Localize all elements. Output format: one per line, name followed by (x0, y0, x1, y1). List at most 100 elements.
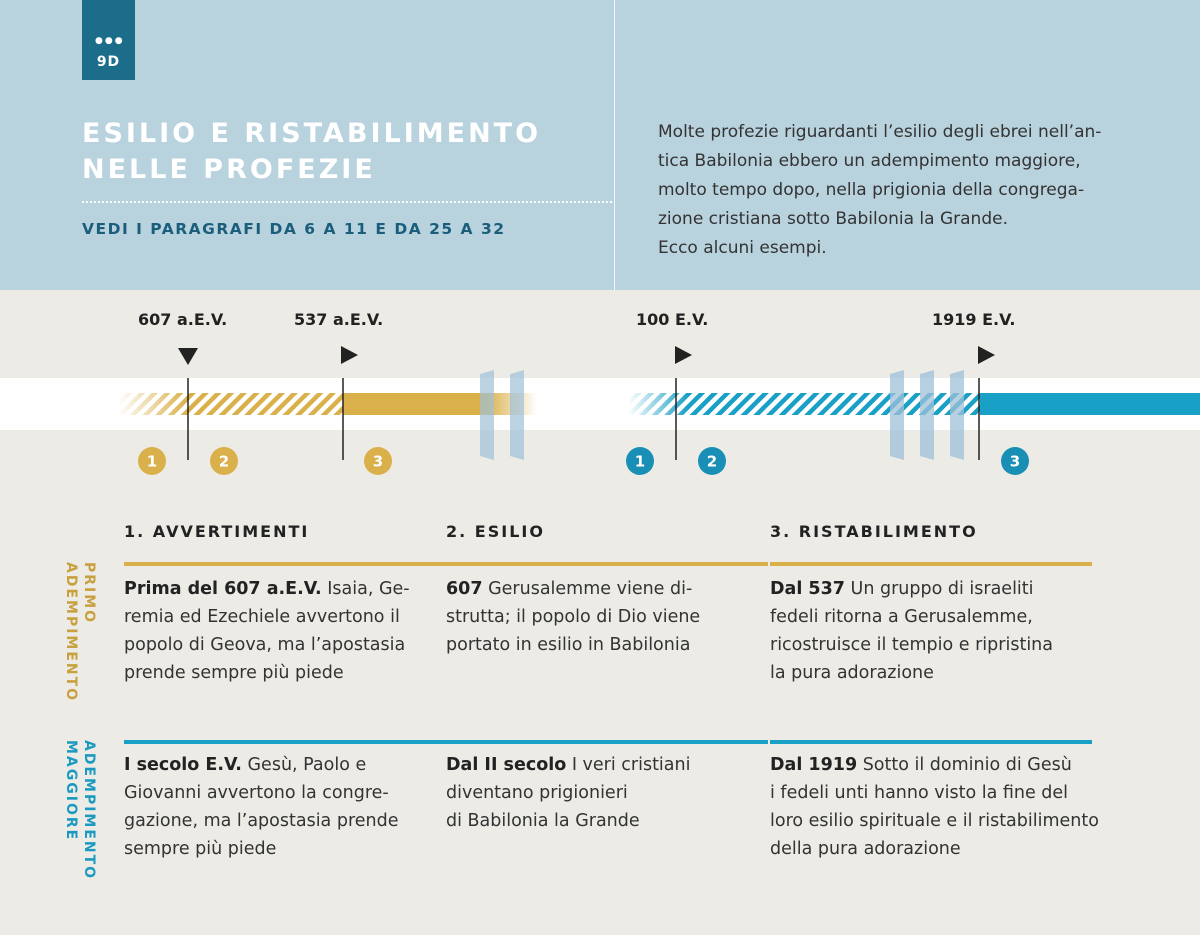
cell-line: portato in esilio in Babilonia (446, 635, 691, 655)
cell-line: Prima del 607 a.E.V. Isaia, Ge- (124, 575, 439, 603)
cell-text: I veri cristiani (566, 755, 691, 775)
badge-code: 9D (96, 54, 121, 70)
timeline-graphic: 1 2 3 1 2 3 (0, 346, 1200, 475)
cell-lead: Prima del 607 a.E.V. (124, 579, 322, 599)
marker-label: 1 (147, 453, 157, 471)
intro-line: tica Babilonia ebbero un adempimento mag… (658, 151, 1081, 171)
cell-line: gazione, ma l’apostasia prende (124, 811, 399, 831)
cell-maggiore-warnings: I secolo E.V. Gesù, Paolo e Giovanni avv… (124, 751, 439, 863)
column-heading-exile: 2. ESILIO (446, 522, 545, 541)
cell-lead: 607 (446, 579, 483, 599)
cell-lead: I secolo E.V. (124, 755, 242, 775)
cell-line: sempre più piede (124, 839, 277, 859)
cell-primo-warnings: Prima del 607 a.E.V. Isaia, Ge- remia ed… (124, 575, 439, 687)
cell-line: della pura adorazione (770, 839, 961, 859)
cell-line: fedeli ritorna a Gerusalemme, (770, 607, 1033, 627)
cell-line: diventano prigionieri (446, 783, 628, 803)
cell-text: Gerusalemme viene di- (482, 579, 693, 599)
date-1919-ce: 1919 E.V. (932, 310, 1016, 329)
rule-blue (446, 740, 768, 744)
header-panel: ●●● 9D ESILIO E RISTABILIMENTO NELLE PRO… (0, 0, 1200, 290)
intro-line: Molte profezie riguardanti l’esilio degl… (658, 122, 1102, 142)
cell-line: ricostruisce il tempio e ripristina (770, 635, 1053, 655)
intro-line: zione cristiana sotto Babilonia la Grand… (658, 209, 1008, 229)
marker-label: 1 (635, 453, 645, 471)
cell-lead: Dal 537 (770, 579, 845, 599)
row-label-line: PRIMO (81, 562, 97, 625)
blue-solid-segment (980, 393, 1200, 415)
header-divider (614, 0, 615, 290)
cell-line: Giovanni avvertono la congre- (124, 783, 389, 803)
marker-gold-1 (138, 447, 166, 475)
gold-fade-left (118, 393, 188, 415)
rule-gold (124, 562, 446, 566)
cell-line: popolo di Geova, ma l’apostasia (124, 635, 406, 655)
column-heading-restoration: 3. RISTABILIMENTO (770, 522, 978, 541)
marker-blue-3 (1001, 447, 1029, 475)
cell-text: Isaia, Ge- (321, 579, 410, 599)
title-line: NELLE PROFEZIE (82, 154, 376, 185)
time-break-bar (890, 370, 904, 460)
triangle-right-icon (675, 346, 692, 364)
rule-gold (446, 562, 768, 566)
row-label-primo: PRIMO ADEMPIMENTO (62, 562, 98, 702)
time-break-bar (950, 370, 964, 460)
date-607-bce: 607 a.E.V. (138, 310, 228, 329)
gold-solid-segment (343, 393, 485, 415)
page-title: ESILIO E RISTABILIMENTO NELLE PROFEZIE (82, 116, 541, 188)
cell-text: Un gruppo di israeliti (844, 579, 1034, 599)
cell-line: Dal 537 Un gruppo di israeliti (770, 575, 1085, 603)
cell-line: la pura adorazione (770, 663, 934, 683)
cell-line: Dal II secolo I veri cristiani (446, 751, 761, 779)
cell-line: remia ed Ezechiele avvertono il (124, 607, 400, 627)
timeline: 607 a.E.V. 537 a.E.V. 100 E.V. 1919 E.V. (0, 290, 1200, 490)
column-heading-warnings: 1. AVVERTIMENTI (124, 522, 310, 541)
title-line: ESILIO E RISTABILIMENTO (82, 118, 542, 149)
date-100-ce: 100 E.V. (636, 310, 709, 329)
cell-maggiore-exile: Dal II secolo I veri cristiani diventano… (446, 751, 761, 835)
cell-primo-restoration: Dal 537 Un gruppo di israeliti fedeli ri… (770, 575, 1085, 687)
intro-line: Ecco alcuni esempi. (658, 238, 827, 258)
cell-line: di Babilonia la Grande (446, 811, 640, 831)
dots-icon: ●●● (95, 36, 125, 46)
rule-gold (770, 562, 1092, 566)
cell-text: Sotto il dominio di Gesù (857, 755, 1072, 775)
title-divider (82, 201, 612, 203)
cell-line: strutta; il popolo di Dio viene (446, 607, 701, 627)
marker-label: 2 (707, 453, 717, 471)
cell-text: Gesù, Paolo e (241, 755, 367, 775)
cell-lead: Dal II secolo (446, 755, 567, 775)
rule-blue (770, 740, 1092, 744)
cell-line: I secolo E.V. Gesù, Paolo e (124, 751, 439, 779)
rule-blue (124, 740, 446, 744)
time-break-bar (920, 370, 934, 460)
marker-label: 3 (373, 453, 383, 471)
cell-primo-exile: 607 Gerusalemme viene di- strutta; il po… (446, 575, 761, 659)
marker-gold-2 (210, 447, 238, 475)
triangle-right-icon (341, 346, 358, 364)
marker-blue-1 (626, 447, 654, 475)
cell-lead: Dal 1919 (770, 755, 858, 775)
marker-label: 3 (1010, 453, 1020, 471)
marker-blue-2 (698, 447, 726, 475)
cell-line: 607 Gerusalemme viene di- (446, 575, 761, 603)
cell-maggiore-restoration: Dal 1919 Sotto il dominio di Gesù i fede… (770, 751, 1099, 863)
page-subtitle: VEDI I PARAGRAFI DA 6 A 11 E DA 25 A 32 (82, 220, 506, 238)
time-break-bar (510, 370, 524, 460)
cell-line: Dal 1919 Sotto il dominio di Gesù (770, 751, 1085, 779)
blue-fade-left (628, 393, 688, 415)
row-label-maggiore: ADEMPIMENTO MAGGIORE (62, 740, 98, 880)
intro-line: molto tempo dopo, nella prigionia della … (658, 180, 1085, 200)
marker-label: 2 (219, 453, 229, 471)
intro-text: Molte profezie riguardanti l’esilio degl… (658, 118, 1128, 263)
time-break-bar (480, 370, 494, 460)
marker-gold-3 (364, 447, 392, 475)
date-537-bce: 537 a.E.V. (294, 310, 384, 329)
triangle-down-icon (178, 348, 198, 365)
section-badge: ●●● 9D (82, 0, 135, 80)
row-label-line: MAGGIORE (63, 740, 79, 842)
row-label-line: ADEMPIMENTO (81, 740, 97, 881)
triangle-right-icon (978, 346, 995, 364)
cell-line: i fedeli unti hanno visto la fine del (770, 783, 1069, 803)
cell-line: prende sempre più piede (124, 663, 344, 683)
